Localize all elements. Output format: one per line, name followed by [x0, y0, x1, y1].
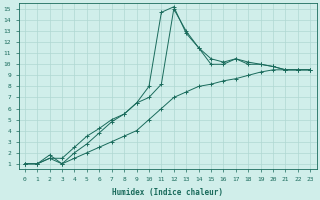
X-axis label: Humidex (Indice chaleur): Humidex (Indice chaleur) — [112, 188, 223, 197]
